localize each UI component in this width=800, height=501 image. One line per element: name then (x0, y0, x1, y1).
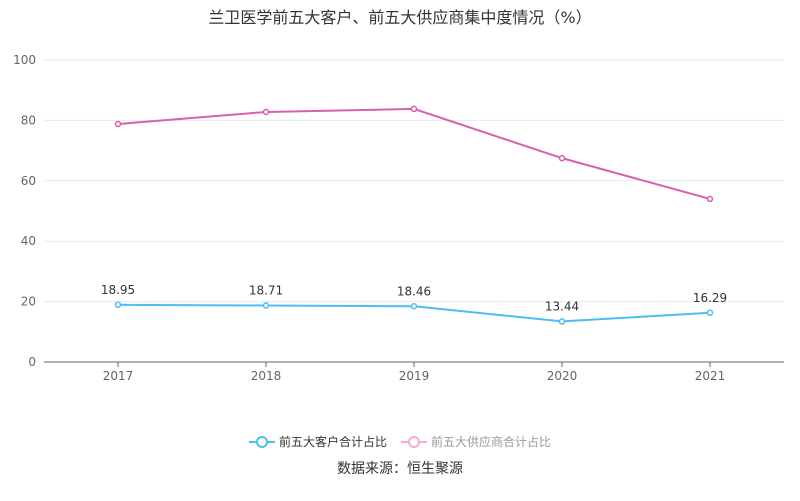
data-label: 16.29 (693, 291, 727, 305)
x-tick-label: 2019 (399, 369, 430, 383)
legend: 前五大客户合计占比 前五大供应商合计占比 (0, 433, 800, 450)
data-label: 18.95 (101, 283, 135, 297)
data-point (706, 309, 714, 317)
x-tick-label: 2020 (547, 369, 578, 383)
legend-label: 前五大客户合计占比 (278, 435, 387, 449)
y-tick-label: 40 (21, 234, 36, 248)
x-tick-label: 2018 (251, 369, 282, 383)
legend-marker-icon (248, 435, 275, 448)
data-point (410, 303, 418, 310)
x-tick-label: 2017 (103, 369, 134, 383)
y-tick-label: 80 (21, 113, 36, 127)
y-tick-label: 100 (13, 53, 36, 67)
data-point (114, 301, 122, 309)
y-tick-label: 20 (21, 295, 36, 309)
line-chart: 0 20 40 60 80 100 2017 2018 2019 2020 2021 18.95 18.… (13, 53, 784, 383)
y-tick-label: 0 (28, 355, 36, 369)
data-point (262, 302, 270, 309)
data-point (706, 195, 714, 203)
data-source: 数据来源：恒生聚源 (337, 461, 463, 477)
legend-label: 前五大供应商合计占比 (431, 435, 552, 449)
y-tick-label: 60 (21, 174, 36, 188)
chart-title: 兰卫医学前五大客户、前五大供应商集中度情况（%） (208, 8, 592, 27)
data-label: 18.46 (397, 284, 431, 298)
data-label: 13.44 (545, 299, 579, 313)
data-point (114, 120, 122, 128)
data-point (558, 154, 566, 162)
legend-marker-icon (401, 435, 427, 448)
legend-item-suppliers[interactable]: 前五大供应商合计占比 (401, 433, 551, 450)
x-tick-label: 2021 (695, 369, 726, 383)
data-point (410, 105, 418, 113)
data-label: 18.71 (249, 283, 283, 297)
data-point (262, 108, 270, 116)
series-line-1 (117, 107, 711, 200)
data-point (558, 318, 566, 325)
legend-item-customers[interactable]: 前五大客户合计占比 (248, 433, 387, 450)
